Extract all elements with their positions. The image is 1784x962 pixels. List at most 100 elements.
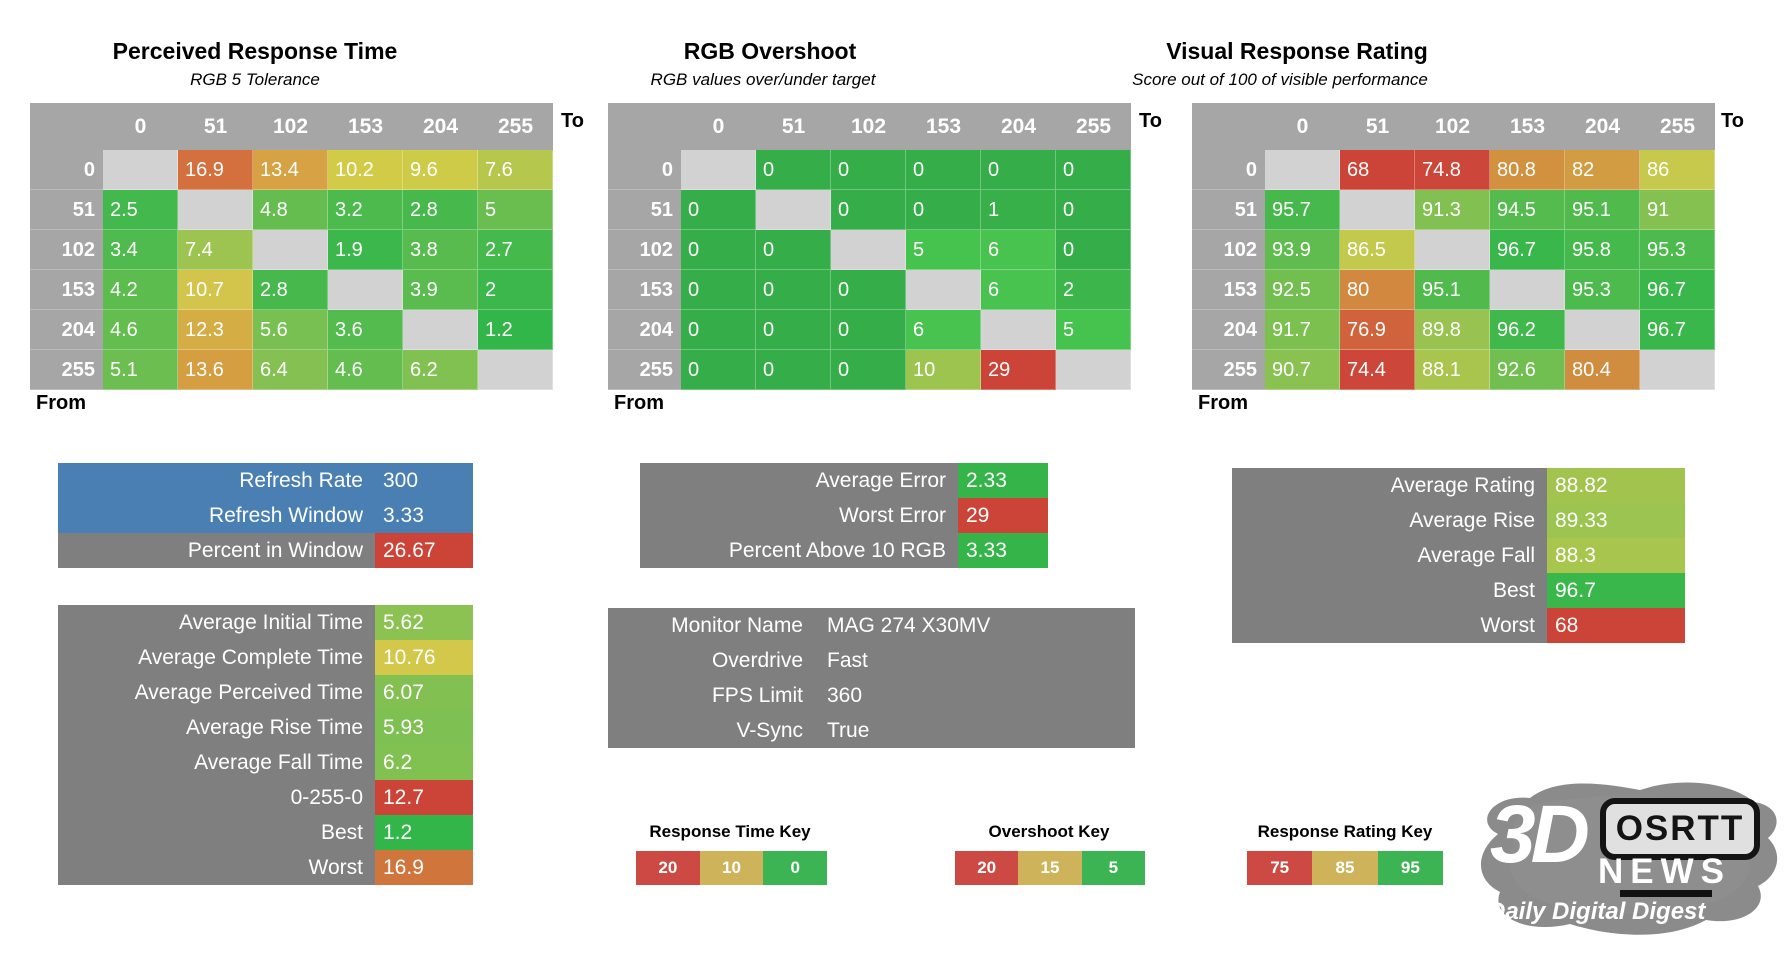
- heatmap-cell: 86.5: [1340, 230, 1415, 270]
- summary-value: 12.7: [375, 780, 473, 815]
- column-header: 204: [981, 103, 1056, 150]
- heatmap-cell: 0: [831, 190, 906, 230]
- heatmap-cell: 0: [831, 310, 906, 350]
- row-header: 51: [30, 190, 103, 230]
- heatmap-cell: 6: [981, 270, 1056, 310]
- summary-value: 16.9: [375, 850, 473, 885]
- row-header: 0: [608, 150, 681, 190]
- heatmap-cell: [981, 310, 1056, 350]
- heatmap-cell: [103, 150, 178, 190]
- column-header: 255: [478, 103, 553, 150]
- axis-to-label: To: [561, 110, 584, 132]
- heatmap-cell: 96.2: [1490, 310, 1565, 350]
- summary-value: 29: [958, 498, 1048, 533]
- heatmap-title: Visual Response Rating: [1166, 38, 1428, 64]
- summary-row: Percent Above 10 RGB 3.33: [640, 533, 1048, 568]
- heatmap-row: 51 95.7 91.3 94.5 95.1 91: [1192, 190, 1715, 230]
- summary-label: Worst: [1480, 613, 1535, 637]
- heatmap-header-row: 0 51 102 153 204 255: [608, 103, 1131, 150]
- logo-underline: [1620, 890, 1712, 897]
- heatmap-cell: 0: [981, 150, 1056, 190]
- axis-from-label: From: [1198, 392, 1248, 414]
- summary-row: Best 96.7: [1232, 573, 1685, 608]
- axis-to-label: To: [1139, 110, 1162, 132]
- response-rating-key-bar: 75 85 95: [1247, 851, 1443, 885]
- heatmap-cell: 13.4: [253, 150, 328, 190]
- column-header: 255: [1640, 103, 1715, 150]
- summary-value: 68: [1547, 608, 1685, 643]
- summary-value: 6.07: [375, 675, 473, 710]
- summary-label: Percent in Window: [187, 538, 363, 562]
- summary-row: Average Fall 88.3: [1232, 538, 1685, 573]
- summary-row: V-Sync True: [608, 713, 1135, 748]
- heatmap-cell: 91.7: [1265, 310, 1340, 350]
- heatmap-cell: 5: [906, 230, 981, 270]
- summary-label: FPS Limit: [711, 683, 803, 707]
- summary-label: Overdrive: [711, 648, 803, 672]
- heatmap-cell: 0: [681, 270, 756, 310]
- heatmap-cell: 0: [831, 270, 906, 310]
- summary-row: Average Error 2.33: [640, 463, 1048, 498]
- row-header: 255: [1192, 350, 1265, 390]
- summary-label: Percent Above 10 RGB: [728, 538, 946, 562]
- heatmap-cell: 0: [831, 150, 906, 190]
- heatmap-cell: 16.9: [178, 150, 253, 190]
- key-cell: 85: [1312, 851, 1378, 885]
- heatmap-cell: 0: [831, 350, 906, 390]
- column-header: 51: [1340, 103, 1415, 150]
- column-header: 102: [831, 103, 906, 150]
- heatmap-cell: [328, 270, 403, 310]
- error-summary-box: Average Error 2.33 Worst Error 29 Percent Ab…: [640, 463, 1048, 568]
- heatmap-cell: 95.1: [1565, 190, 1640, 230]
- response-time-key-title: Response Time Key: [649, 822, 811, 841]
- heatmap-cell: [1640, 350, 1715, 390]
- heatmap-row: 153 0 0 0 6 2: [608, 270, 1131, 310]
- heatmap-cell: 80: [1340, 270, 1415, 310]
- summary-label: Average Rise Time: [185, 715, 363, 739]
- column-header: 51: [756, 103, 831, 150]
- summary-row: 0-255-0 12.7: [58, 780, 473, 815]
- heatmap-corner-cell: [30, 103, 103, 150]
- column-header: 255: [1056, 103, 1131, 150]
- summary-value: 26.67: [375, 533, 473, 568]
- heatmap-cell: 2: [1056, 270, 1131, 310]
- summary-value: 6.2: [375, 745, 473, 780]
- heatmap-cell: [681, 150, 756, 190]
- heatmap-cell: 2: [478, 270, 553, 310]
- heatmap-cell: 10.2: [328, 150, 403, 190]
- summary-label: Best: [1492, 578, 1535, 602]
- heatmap-cell: 74.4: [1340, 350, 1415, 390]
- heatmap-cell: 93.9: [1265, 230, 1340, 270]
- heatmap-subtitle: RGB values over/under target: [650, 70, 876, 89]
- summary-label: Refresh Rate: [239, 468, 363, 492]
- column-header: 0: [1265, 103, 1340, 150]
- key-cell: 75: [1247, 851, 1313, 885]
- refresh-summary-box: Refresh Rate 300 Refresh Window 3.33 Percent…: [58, 463, 473, 568]
- summary-value: 3.33: [383, 503, 424, 527]
- summary-row: Average Perceived Time 6.07: [58, 675, 473, 710]
- heatmap-cell: 6.2: [403, 350, 478, 390]
- heatmap-header-row: 0 51 102 153 204 255: [30, 103, 553, 150]
- heatmap-cell: 95.3: [1640, 230, 1715, 270]
- heatmap-row: 204 91.7 76.9 89.8 96.2 96.7: [1192, 310, 1715, 350]
- monitor-info-box: Monitor Name MAG 274 X30MV Overdrive Fast FP…: [608, 608, 1135, 748]
- summary-value: 300: [383, 468, 419, 492]
- heatmap-cell: 10: [906, 350, 981, 390]
- heatmap-cell: 91: [1640, 190, 1715, 230]
- summary-label: Average Complete Time: [138, 645, 363, 669]
- summary-row: Average Rating 88.82: [1232, 468, 1685, 503]
- heatmap-cell: 96.7: [1640, 270, 1715, 310]
- summary-row: Best 1.2: [58, 815, 473, 850]
- heatmap-cell: [1340, 190, 1415, 230]
- heatmap-cell: 4.6: [103, 310, 178, 350]
- heatmap-cell: 10.7: [178, 270, 253, 310]
- summary-row: Refresh Window 3.33: [58, 498, 473, 533]
- heatmap-cell: 3.8: [403, 230, 478, 270]
- heatmap-cell: 0: [681, 230, 756, 270]
- heatmap-cell: 0: [1056, 190, 1131, 230]
- heatmap-cell: 3.2: [328, 190, 403, 230]
- heatmap-cell: 0: [756, 230, 831, 270]
- heatmap-cell: 4.6: [328, 350, 403, 390]
- heatmap-cell: 0: [906, 150, 981, 190]
